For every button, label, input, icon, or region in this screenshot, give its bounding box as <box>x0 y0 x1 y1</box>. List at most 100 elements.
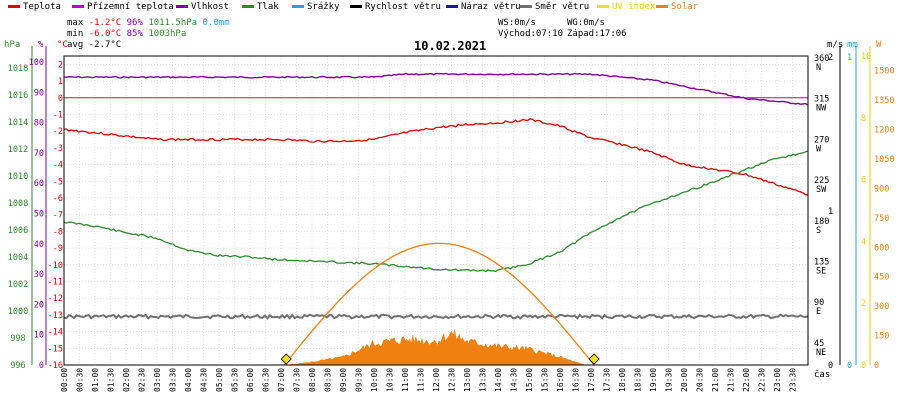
unit-ms: m/s <box>827 40 844 50</box>
legend-label: Solar <box>671 2 699 12</box>
legend-item: UV index <box>597 2 655 12</box>
temperature-tick: -10 <box>48 261 63 271</box>
temperature-tick: -12 <box>48 294 63 304</box>
temperature-tick: -4 <box>53 161 63 171</box>
stats-max: max -1.2°C 96% 1011.5hPa 0.0mm <box>67 18 230 28</box>
solar-tick: 0 <box>874 361 879 371</box>
temperature-tick: -13 <box>48 311 63 321</box>
x-tick-label: 09:00 <box>339 368 348 392</box>
wind-dir-tick: 180 <box>814 217 829 227</box>
legend-item: Srážky <box>292 2 340 12</box>
x-tick-label: 06:30 <box>262 368 271 392</box>
stats-min: min -6.0°C 85% 1003hPa <box>67 29 187 39</box>
legend-item: Přízemní teplota <box>72 2 174 12</box>
wind-speed-info: WS:0m/s <box>498 18 536 28</box>
x-tick-label: 01:30 <box>107 368 116 392</box>
series-wind-direction <box>63 313 809 320</box>
sunrise-info: Východ:07:10 <box>498 29 564 39</box>
x-tick-label: 08:30 <box>324 368 333 392</box>
x-tick-label: 23:00 <box>773 368 782 392</box>
legend-swatch <box>292 5 304 8</box>
legend-swatch <box>176 5 188 8</box>
x-tick-label: 12:30 <box>448 368 457 392</box>
temperature-tick: -3 <box>53 144 63 154</box>
x-tick-label: 05:30 <box>231 368 240 392</box>
series-temperature <box>64 117 809 196</box>
x-tick-label: 14:00 <box>494 368 503 392</box>
wind-tick: 1 <box>828 207 833 217</box>
humidity-tick: 80 <box>34 119 44 129</box>
x-tick-label: 11:30 <box>417 368 426 392</box>
solar-tick: 1500 <box>874 67 894 77</box>
solar-tick: 1350 <box>874 96 894 106</box>
x-tick-label: 23:30 <box>789 368 798 392</box>
x-tick-label: 19:30 <box>665 368 674 392</box>
temperature-tick: -2 <box>53 127 63 137</box>
temperature-tick: -5 <box>53 177 63 187</box>
legend-label: Náraz větru <box>461 2 521 12</box>
wind-tick: 0 <box>828 361 833 371</box>
solar-tick: 600 <box>874 243 889 253</box>
x-tick-label: 22:00 <box>742 368 751 392</box>
x-tick-label: 21:00 <box>711 368 720 392</box>
uv-tick: 6 <box>861 176 866 186</box>
pressure-tick: 996 <box>10 361 25 371</box>
humidity-tick: 40 <box>34 240 44 250</box>
temperature-tick: -15 <box>48 344 63 354</box>
temperature-tick: 0 <box>58 94 63 104</box>
pressure-tick: 1014 <box>8 118 28 128</box>
x-tick-label: 20:00 <box>680 368 689 392</box>
legend-item: Směr větru <box>520 2 589 12</box>
legend-label: Směr větru <box>535 2 590 12</box>
temperature-tick: -1 <box>53 110 63 120</box>
x-tick-label: 16:00 <box>556 368 565 392</box>
legend-swatch <box>520 5 532 8</box>
wind-dir-label: SW <box>816 185 827 195</box>
wind-tick: 2 <box>828 53 833 63</box>
sun-marker <box>280 353 292 365</box>
x-tick-label: 02:30 <box>138 368 147 392</box>
x-tick-label: 04:30 <box>200 368 209 392</box>
x-tick-label: 13:30 <box>479 368 488 392</box>
x-tick-label: 00:00 <box>60 368 69 392</box>
pressure-tick: 1008 <box>8 199 28 209</box>
unit-mm: mm <box>847 40 858 50</box>
humidity-tick: 50 <box>34 210 44 220</box>
wind-gust-info: WG:0m/s <box>567 18 605 28</box>
sun-marker <box>588 353 600 365</box>
solar-tick: 1050 <box>874 155 894 165</box>
sunset-info: Západ:17:06 <box>567 29 627 39</box>
legend-swatch <box>8 5 20 8</box>
wind-dir-label: NE <box>816 348 826 358</box>
x-tick-label: 17:00 <box>587 368 596 392</box>
wind-dir-tick: 225 <box>814 176 829 186</box>
x-axis-label: čas <box>814 370 831 380</box>
chart-title: 10.02.2021 <box>414 39 487 53</box>
pressure-tick: 1004 <box>8 253 28 263</box>
rain-tick: 0 <box>847 361 852 371</box>
legend-swatch <box>597 5 609 8</box>
temperature-tick: -11 <box>48 277 63 287</box>
legend-label: UV index <box>612 2 656 12</box>
unit-c: °C <box>57 40 68 50</box>
legend-swatch <box>72 5 84 8</box>
temperature-tick: -14 <box>48 328 63 338</box>
legend-swatch <box>656 5 668 8</box>
pressure-tick: 1000 <box>8 307 28 317</box>
x-tick-label: 16:30 <box>572 368 581 392</box>
wind-dir-label: SE <box>816 267 826 277</box>
x-tick-label: 18:00 <box>618 368 627 392</box>
wind-dir-tick: 315 <box>814 95 829 105</box>
wind-dir-tick: 90 <box>814 298 824 308</box>
legend-label: Přízemní teplota <box>87 2 174 12</box>
rain-tick: 1 <box>847 53 852 63</box>
pressure-tick: 1010 <box>8 172 28 182</box>
legend-label: Teplota <box>23 2 61 12</box>
pressure-tick: 1012 <box>8 145 28 155</box>
humidity-tick: 10 <box>34 331 44 341</box>
x-tick-label: 08:00 <box>308 368 317 392</box>
legend-swatch <box>446 5 458 8</box>
x-tick-label: 22:30 <box>758 368 767 392</box>
legend-item: Tlak <box>242 2 279 12</box>
